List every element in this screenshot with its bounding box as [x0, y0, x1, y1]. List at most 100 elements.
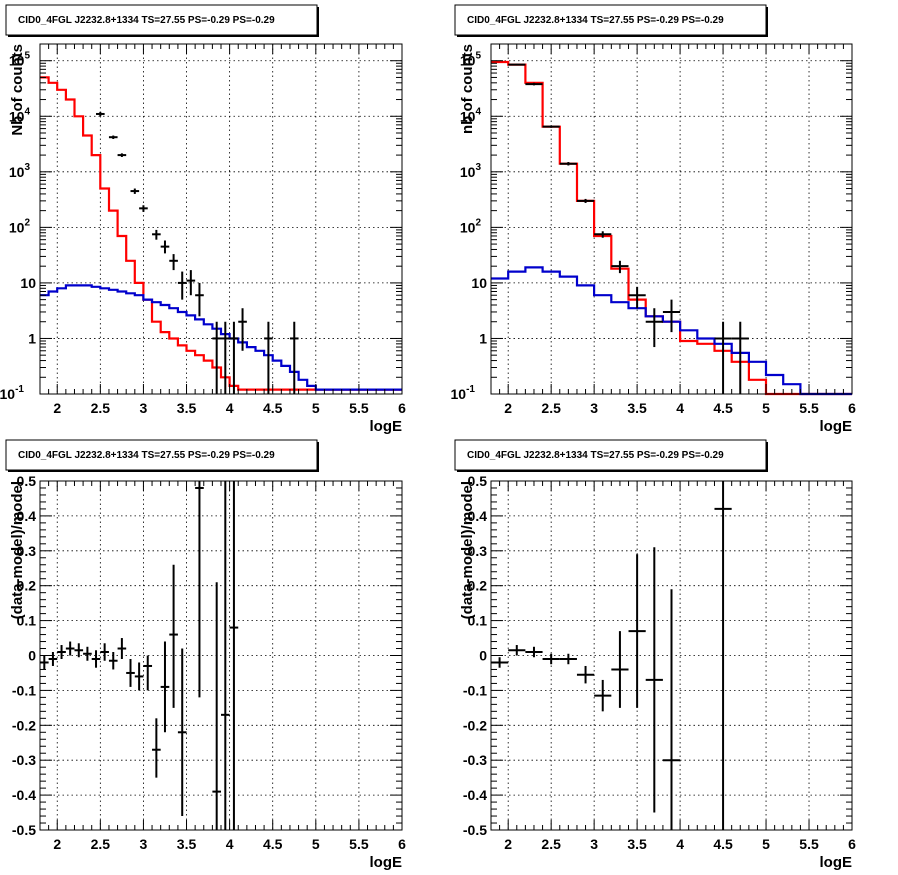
y-tick-label: 103 [9, 162, 31, 180]
data-point [289, 321, 299, 394]
x-tick-label: 4.5 [713, 836, 733, 852]
x-tick-label: 5.5 [349, 400, 369, 416]
y-tick-label: -0.1 [12, 682, 36, 698]
chart-panel-3: CID0_4FGL J2232.8+1334 TS=27.55 PS=-0.29… [5, 439, 406, 871]
data-point [594, 679, 612, 712]
x-tick-label: 3 [140, 836, 148, 852]
y-tick-label: -0.1 [463, 682, 487, 698]
data-point [212, 321, 221, 394]
data-point [195, 481, 204, 698]
data-point [186, 270, 196, 296]
x-tick-label: 3.5 [627, 836, 647, 852]
plot-frame [490, 43, 853, 395]
x-tick-label: 4 [226, 836, 234, 852]
data-point [594, 231, 612, 238]
data-point [714, 321, 732, 394]
data-point [576, 665, 595, 684]
data-point [525, 646, 543, 658]
data-point [559, 162, 577, 166]
x-tick-label: 6 [398, 836, 406, 852]
y-tick-label: 0.4 [468, 508, 488, 524]
chart-panel-1: CID0_4FGL J2232.8+1334 TS=27.55 PS=-0.29… [0, 4, 406, 435]
data-point [576, 198, 595, 203]
y-tick-label: 103 [460, 162, 482, 180]
x-axis-title: logE [820, 418, 853, 435]
plot-frame [39, 43, 403, 395]
title-box [454, 4, 767, 36]
y-tick-label: 0 [28, 648, 36, 664]
x-axis-title: logE [370, 854, 403, 871]
x-tick-label: 3.5 [177, 400, 197, 416]
x-tick-label: 5 [762, 836, 770, 852]
x-tick-label: 4.5 [263, 400, 283, 416]
y-tick-label: -0.2 [12, 717, 36, 733]
y-tick-label: 104 [9, 106, 31, 124]
y-axis-title: nb of counts [459, 44, 476, 134]
data-point [508, 645, 526, 656]
data-point [628, 286, 646, 309]
data-point [731, 321, 749, 394]
data-point [126, 658, 135, 687]
data-point [117, 153, 127, 157]
title-box [5, 439, 318, 471]
chart-panel-2: CID0_4FGL J2232.8+1334 TS=27.55 PS=-0.29… [451, 4, 856, 435]
data-point [48, 652, 58, 666]
y-tick-label: 10 [20, 275, 36, 291]
y-tick-label: 0.4 [17, 508, 37, 524]
data-point [152, 229, 161, 240]
data-point [229, 321, 239, 394]
data-point [177, 271, 187, 300]
data-point [91, 650, 101, 668]
x-tick-label: 2 [504, 836, 512, 852]
x-tick-label: 5.5 [349, 836, 369, 852]
y-tick-label: 10 [471, 275, 487, 291]
chart-title: CID0_4FGL J2232.8+1334 TS=27.55 PS=-0.29… [18, 450, 275, 461]
x-tick-label: 4.5 [263, 836, 283, 852]
x-tick-label: 5.5 [799, 836, 819, 852]
data-point [542, 653, 560, 665]
x-tick-label: 4.5 [713, 400, 733, 416]
title-box [454, 439, 767, 471]
data-point [57, 645, 66, 659]
histogram-series-2 [491, 266, 852, 396]
y-tick-label: -0.3 [463, 752, 487, 768]
y-tick-label: 10-1 [451, 384, 476, 402]
data-point [221, 481, 230, 830]
data-point [238, 308, 247, 351]
data-point [662, 589, 681, 830]
y-tick-label: 0.5 [468, 473, 488, 489]
x-tick-label: 3 [590, 836, 598, 852]
data-point [134, 662, 144, 691]
x-tick-label: 6 [848, 400, 856, 416]
data-point [229, 481, 239, 830]
y-tick-label: 1 [479, 330, 487, 346]
data-point [169, 564, 178, 708]
data-point [96, 111, 105, 117]
histogram-series-1 [491, 60, 852, 396]
data-point [264, 321, 273, 394]
chart-panel-4: CID0_4FGL J2232.8+1334 TS=27.55 PS=-0.29… [454, 439, 856, 871]
data-point [177, 648, 187, 817]
data-point [221, 321, 230, 394]
data-point [542, 125, 560, 128]
x-tick-label: 3.5 [627, 400, 647, 416]
x-tick-label: 2.5 [541, 400, 561, 416]
x-tick-label: 2 [53, 836, 61, 852]
x-tick-label: 6 [398, 400, 406, 416]
data-point [108, 135, 118, 139]
y-tick-label: 1 [28, 330, 36, 346]
x-tick-label: 2.5 [91, 400, 111, 416]
x-tick-label: 4 [226, 400, 234, 416]
data-point [195, 282, 204, 317]
x-tick-label: 2.5 [91, 836, 111, 852]
data-point [212, 582, 221, 830]
y-tick-label: 0.3 [17, 543, 37, 559]
x-tick-label: 6 [848, 836, 856, 852]
y-tick-label: -0.2 [463, 717, 487, 733]
y-tick-label: 105 [460, 51, 482, 69]
data-point [645, 308, 663, 348]
y-tick-label: 0 [479, 648, 487, 664]
data-point [559, 653, 577, 665]
y-tick-label: 0.1 [468, 613, 488, 629]
x-tick-label: 4 [676, 836, 684, 852]
